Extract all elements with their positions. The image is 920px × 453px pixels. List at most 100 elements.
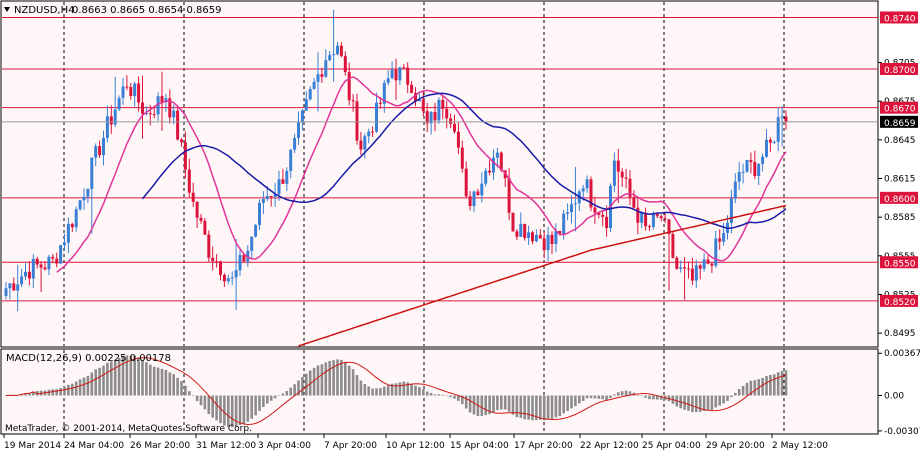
bull-candle <box>265 196 269 199</box>
x-tick-label: 22 Apr 12:00 <box>580 441 639 451</box>
macd-bar <box>351 369 355 396</box>
level-price-tag <box>880 62 918 75</box>
macd-bar <box>281 393 285 396</box>
macd-bar <box>195 395 199 402</box>
bull-candle <box>63 242 66 246</box>
copyright-text: MetaTrader, © 2001-2014, MetaQuotes Soft… <box>5 424 252 434</box>
bull-candle <box>546 234 550 251</box>
price-axis: 0.87400.87050.87000.86750.86700.86450.86… <box>2 11 920 437</box>
bear-candle <box>605 216 609 229</box>
macd-bar <box>125 355 129 396</box>
bull-candle <box>398 67 402 81</box>
x-tick-label: 2 May 12:00 <box>772 441 828 451</box>
bear-candle <box>523 223 527 239</box>
macd-bar <box>172 374 175 396</box>
macd-bar <box>394 383 398 396</box>
ma-fast-line <box>56 76 787 273</box>
macd-bar <box>4 395 8 397</box>
bear-candle <box>464 168 468 197</box>
macd-indicator <box>4 355 788 428</box>
bear-candle <box>148 112 152 115</box>
bull-candle <box>86 188 90 197</box>
level-price-tag <box>880 294 918 307</box>
x-tick-label: 26 Mar 20:00 <box>130 441 190 451</box>
macd-bar <box>273 395 277 399</box>
bear-candle <box>671 233 675 258</box>
x-tick-label: 10 Apr 12:00 <box>386 441 445 451</box>
bear-candle <box>219 261 222 275</box>
collapse-arrow-icon[interactable] <box>4 7 10 12</box>
horizontal-levels <box>2 16 878 302</box>
macd-bar <box>550 395 554 419</box>
macd-bar <box>554 395 558 418</box>
macd-bar <box>539 395 542 420</box>
macd-bar <box>211 395 214 418</box>
bull-candle <box>694 265 698 281</box>
ma-slow-line <box>298 204 787 347</box>
macd-bar <box>605 395 608 401</box>
bull-candle <box>382 82 386 104</box>
macd-bar <box>156 367 160 396</box>
macd-bar <box>546 395 550 420</box>
bull-candle <box>566 212 570 214</box>
bull-candle <box>164 98 168 103</box>
macd-bar <box>492 395 495 413</box>
bear-candle <box>203 220 207 235</box>
macd-bar <box>386 385 390 396</box>
bull-candle <box>386 78 390 83</box>
macd-tick-label: -0.00307 <box>884 427 920 437</box>
macd-bar <box>336 359 339 396</box>
macd-bar <box>418 387 421 396</box>
bear-candle <box>445 108 449 119</box>
bull-candle <box>304 99 308 111</box>
bull-candle <box>492 157 495 173</box>
macd-bar <box>98 367 101 396</box>
bear-candle <box>784 116 788 122</box>
macd-bar <box>301 377 304 396</box>
bear-candle <box>624 177 628 179</box>
macd-bar <box>32 391 35 396</box>
macd-bar <box>628 391 632 396</box>
bull-candle <box>745 159 749 172</box>
bear-candle <box>659 216 663 219</box>
bear-candle <box>152 114 156 116</box>
bull-candle <box>437 99 441 121</box>
macd-bar <box>59 387 62 396</box>
bear-candle <box>550 234 554 245</box>
macd-bar <box>266 395 269 404</box>
bear-candle <box>43 267 47 270</box>
macd-bar <box>402 381 406 396</box>
candles <box>4 9 788 312</box>
current-price-tag <box>880 115 918 128</box>
macd-bar <box>410 383 413 396</box>
time-axis: 19 Mar 2014 24 Mar 04:00 26 Mar 20:00 31 Ma… <box>3 434 828 451</box>
macd-bar <box>242 395 246 424</box>
macd-bar <box>488 395 491 415</box>
bull-candle <box>640 212 644 223</box>
macd-bar <box>753 380 757 396</box>
bull-candle <box>4 288 8 296</box>
bull-candle <box>246 250 250 262</box>
macd-bar <box>597 395 601 399</box>
macd-bar <box>82 377 86 396</box>
macd-tick-label: 0.00367 <box>884 349 920 359</box>
macd-bar <box>277 395 281 396</box>
ma-mid-line <box>141 92 787 230</box>
macd-bar <box>457 395 460 401</box>
macd-bar <box>74 381 78 396</box>
macd-bar <box>714 395 718 408</box>
macd-bar <box>234 395 238 427</box>
macd-bar <box>472 395 476 415</box>
macd-bar <box>35 390 39 396</box>
bear-candle <box>355 101 359 141</box>
time-grid <box>63 2 785 433</box>
bull-candle <box>324 60 328 77</box>
macd-bar <box>129 355 133 396</box>
macd-bar <box>86 375 90 396</box>
bear-candle <box>414 92 417 102</box>
bear-candle <box>176 110 180 140</box>
macd-bar <box>449 395 452 398</box>
macd-bar <box>570 395 573 409</box>
macd-bar <box>585 395 589 399</box>
